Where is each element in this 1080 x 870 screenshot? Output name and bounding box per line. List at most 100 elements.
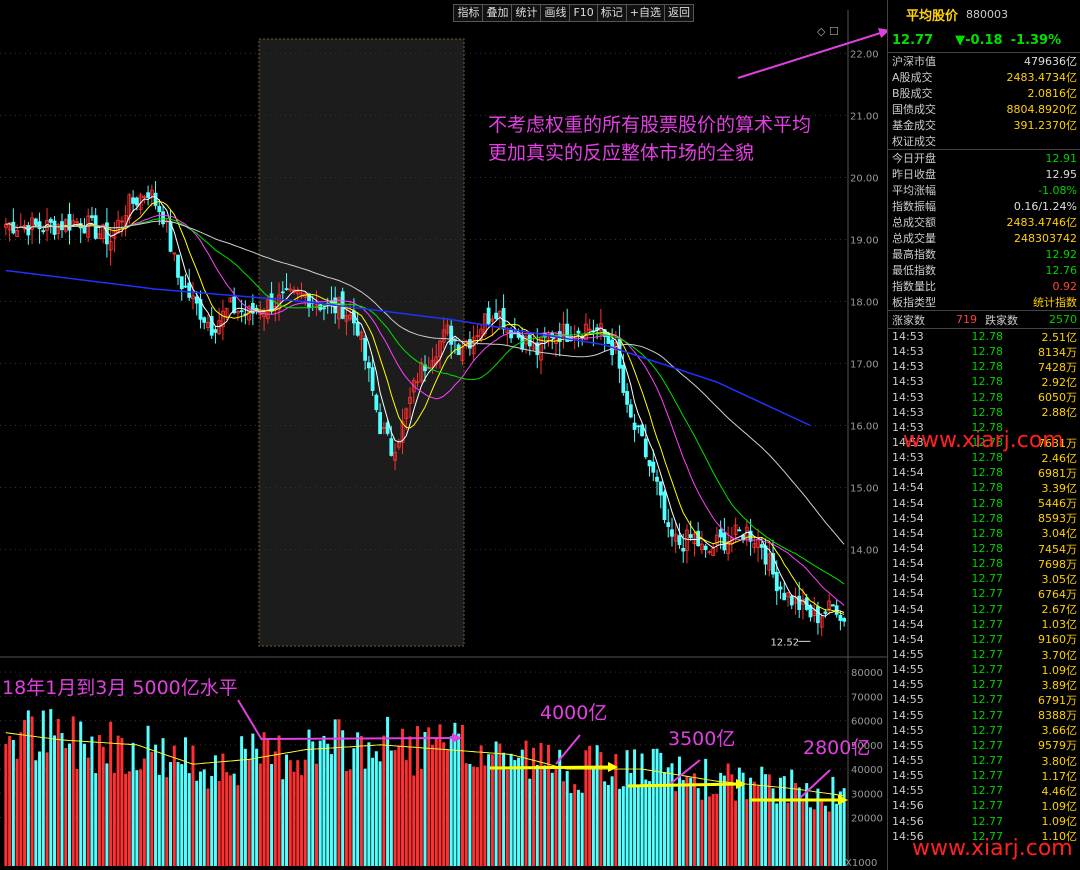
- volume-bar: [475, 767, 479, 866]
- volume-bar: [434, 736, 438, 866]
- tick-row[interactable]: 14:53 12.78 6050万: [888, 390, 1080, 405]
- tick-price: 12.77: [971, 754, 1004, 767]
- candle-body: [658, 481, 663, 496]
- candle-body: [381, 427, 386, 429]
- volume-bar: [625, 750, 629, 866]
- kline-chart[interactable]: 22.00 21.00 20.00 19.00 18.00 17.00 16.00 15.00…: [0, 0, 887, 870]
- tick-row[interactable]: 14:54 12.78 5446万: [888, 496, 1080, 511]
- stat-row: 指数振幅 0.16/1.24%: [888, 198, 1080, 214]
- tick-row[interactable]: 14:53 12.78 2.46亿: [888, 450, 1080, 465]
- tick-row[interactable]: 14:53 12.78 7428万: [888, 359, 1080, 374]
- candle-body: [153, 192, 158, 206]
- watermark-top: www.xiarj.com: [903, 428, 1064, 453]
- tick-volume: 9579万: [1038, 739, 1077, 753]
- candle-body: [823, 611, 828, 614]
- toolbar-indicator-button[interactable]: 指标: [453, 4, 483, 22]
- candle-body: [3, 223, 8, 228]
- candle-body: [714, 534, 719, 545]
- candle-body: [60, 221, 64, 231]
- toolbar-back-button[interactable]: 返回: [664, 4, 694, 22]
- tick-row[interactable]: 14:54 12.77 6764万: [888, 586, 1080, 601]
- tick-row[interactable]: 14:55 12.77 3.80亿: [888, 753, 1080, 768]
- tick-row[interactable]: 14:55 12.77 3.66亿: [888, 723, 1080, 738]
- tick-row[interactable]: 14:53 12.78 2.51亿: [888, 329, 1080, 344]
- toolbar-draw-button[interactable]: 画线: [540, 4, 570, 22]
- volume-bar: [266, 738, 270, 866]
- volume-bar: [146, 725, 150, 866]
- tick-row[interactable]: 14:55 12.77 3.70亿: [888, 647, 1080, 662]
- tick-row[interactable]: 14:55 12.77 3.89亿: [888, 677, 1080, 692]
- tick-price: 12.78: [971, 466, 1004, 480]
- volume-bar: [498, 743, 502, 866]
- chart-mini-icons[interactable]: ◇ ☐: [817, 25, 839, 38]
- tick-row[interactable]: 14:55 12.77 1.17亿: [888, 768, 1080, 783]
- moving-average-line: [5, 214, 845, 606]
- volume-level-4000-head: [608, 762, 618, 772]
- candle-body: [565, 323, 570, 342]
- tick-row[interactable]: 14:54 12.78 3.39亿: [888, 480, 1080, 495]
- candle-body: [161, 211, 165, 225]
- tick-row[interactable]: 14:54 12.77 2.67亿: [888, 602, 1080, 617]
- volume-bar: [685, 776, 689, 866]
- volume-bar: [262, 732, 266, 866]
- tick-row[interactable]: 14:53 12.78 8134万: [888, 344, 1080, 359]
- candle-body: [617, 339, 622, 369]
- tick-row[interactable]: 14:54 12.78 6981万: [888, 465, 1080, 480]
- down-count-label: 跌家数: [985, 313, 1018, 327]
- tick-price: 12.77: [971, 678, 1004, 692]
- candle-body: [490, 318, 495, 322]
- kline-chart-area[interactable]: 22.00 21.00 20.00 19.00 18.00 17.00 16.00 15.00…: [0, 0, 887, 870]
- volume-note-arrow: [555, 734, 581, 765]
- volume-bar: [4, 743, 8, 866]
- tick-row[interactable]: 14:53 12.78: [888, 420, 1080, 435]
- tick-row[interactable]: 14:53 12.78 7631万: [888, 435, 1080, 450]
- tick-row[interactable]: 14:54 12.78 3.04亿: [888, 526, 1080, 541]
- tick-time: 14:54: [892, 511, 924, 525]
- tick-row[interactable]: 14:55 12.77 9579万: [888, 738, 1080, 753]
- volume-bar: [569, 793, 573, 866]
- toolbar-add-watchlist-button[interactable]: +自选: [625, 4, 664, 22]
- tick-time: 14:54: [892, 481, 924, 495]
- toolbar-stats-button[interactable]: 统计: [511, 4, 541, 22]
- toolbar-mark-button[interactable]: 标记: [596, 4, 626, 22]
- volume-bar: [352, 748, 356, 866]
- tick-time: 14:54: [892, 542, 924, 556]
- candle-body: [370, 367, 375, 391]
- candle-body: [797, 595, 802, 611]
- tick-row[interactable]: 14:54 12.78 7454万: [888, 541, 1080, 556]
- volume-bar: [487, 754, 491, 866]
- tick-row[interactable]: 14:54 12.77 3.05亿: [888, 571, 1080, 586]
- tick-row[interactable]: 14:56 12.77 1.09亿: [888, 814, 1080, 829]
- tick-volume: 7698万: [1038, 557, 1077, 571]
- volume-bar: [483, 765, 487, 866]
- tick-row[interactable]: 14:55 12.77 1.09亿: [888, 662, 1080, 677]
- price-tick-label: 18.00: [850, 297, 879, 308]
- tick-row[interactable]: 14:53 12.78 2.92亿: [888, 374, 1080, 389]
- tick-row[interactable]: 14:55 12.77 6791万: [888, 692, 1080, 707]
- tick-row[interactable]: 14:54 12.78 8593万: [888, 511, 1080, 526]
- tick-volume: 6981万: [1038, 466, 1077, 480]
- tick-row[interactable]: 14:56 12.77 1.10亿: [888, 829, 1080, 844]
- market-row-label: 基金成交: [892, 119, 936, 132]
- volume-bar: [157, 774, 161, 866]
- watermark-bottom: www.xiarj.com: [912, 836, 1073, 861]
- tick-row[interactable]: 14:55 12.77 8388万: [888, 708, 1080, 723]
- toolbar-f10-button[interactable]: F10: [569, 4, 597, 22]
- tick-row[interactable]: 14:53 12.78 2.88亿: [888, 405, 1080, 420]
- tick-price: 12.77: [971, 693, 1004, 707]
- tick-row[interactable]: 14:56 12.77 1.09亿: [888, 798, 1080, 813]
- volume-bar: [438, 724, 442, 866]
- candle-body: [688, 534, 693, 538]
- candle-body: [131, 197, 136, 204]
- tick-list[interactable]: 14:53 12.78 2.51亿 14:53 12.78 8134万 14:53 12.78…: [888, 329, 1080, 844]
- tick-row[interactable]: 14:55 12.77 4.46亿: [888, 783, 1080, 798]
- tick-price: 12.77: [971, 648, 1004, 662]
- volume-bar: [404, 760, 408, 866]
- tick-time: 14:55: [892, 693, 924, 707]
- candle-body: [681, 548, 686, 552]
- tick-row[interactable]: 14:54 12.77 1.03亿: [888, 617, 1080, 632]
- candle-body: [598, 323, 603, 332]
- toolbar-overlay-button[interactable]: 叠加: [482, 4, 512, 22]
- tick-row[interactable]: 14:54 12.78 7698万: [888, 556, 1080, 571]
- tick-row[interactable]: 14:54 12.77 9160万: [888, 632, 1080, 647]
